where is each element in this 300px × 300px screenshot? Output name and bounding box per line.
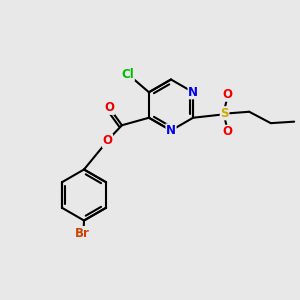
Text: N: N (188, 86, 198, 99)
Text: O: O (104, 101, 114, 114)
Text: Br: Br (75, 226, 90, 240)
Text: N: N (166, 124, 176, 137)
Text: O: O (222, 88, 232, 101)
Text: O: O (222, 125, 232, 138)
Text: S: S (220, 107, 229, 120)
Text: Cl: Cl (122, 68, 134, 81)
Text: O: O (103, 134, 112, 147)
